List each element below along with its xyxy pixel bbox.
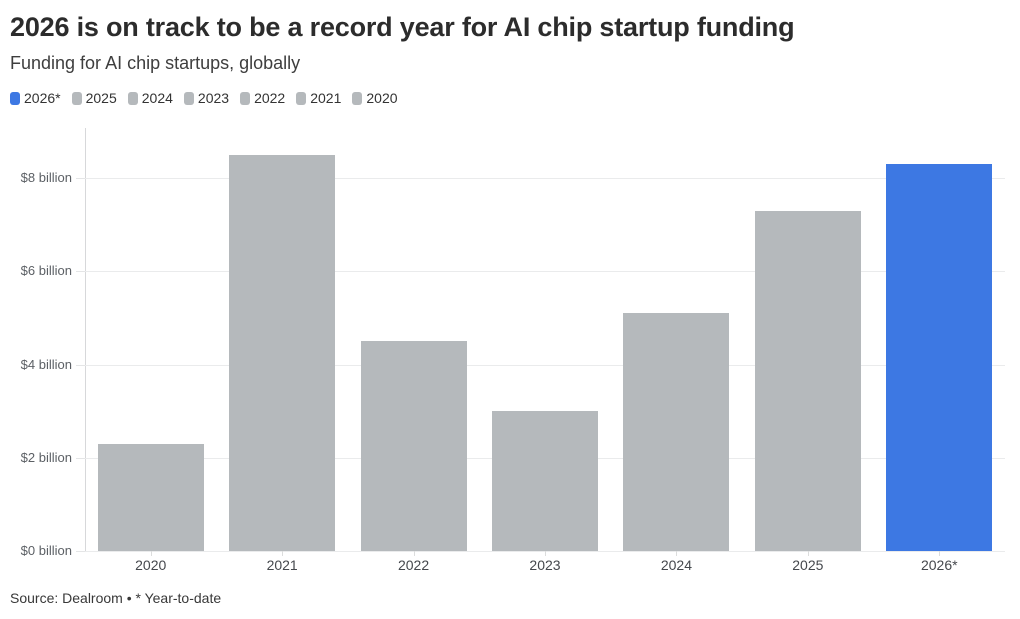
bar-2026 bbox=[886, 164, 993, 551]
legend-item-label: 2025 bbox=[85, 90, 117, 106]
legend-item-2021: 2021 bbox=[296, 90, 341, 106]
y-axis-label: $4 billion bbox=[20, 356, 72, 372]
bar-2022 bbox=[360, 341, 467, 551]
y-axis-label: $0 billion bbox=[20, 543, 72, 558]
x-axis-tick bbox=[545, 551, 546, 556]
legend-item-label: 2022 bbox=[254, 90, 286, 106]
y-axis-label: $2 billion bbox=[20, 449, 72, 465]
y-axis-tick bbox=[76, 551, 85, 552]
legend-item-label: 2026* bbox=[24, 90, 61, 106]
legend-swatch-icon bbox=[127, 91, 138, 105]
legend-swatch-icon bbox=[71, 91, 82, 105]
legend-item-label: 2020 bbox=[366, 90, 398, 106]
legend-swatch-icon bbox=[296, 91, 307, 105]
x-axis-tick bbox=[676, 551, 678, 556]
legend-item-label: 2023 bbox=[197, 90, 230, 106]
legend-item-2026: 2026* bbox=[10, 90, 61, 106]
x-axis-tick bbox=[282, 551, 284, 556]
x-axis-label-2022: 2022 bbox=[397, 557, 430, 573]
chart-subtitle: Funding for AI chip startups, globally bbox=[10, 53, 301, 73]
x-axis-label-2025: 2025 bbox=[792, 557, 824, 573]
x-axis-tick bbox=[413, 551, 415, 556]
legend-item-2025: 2025 bbox=[71, 90, 117, 106]
legend-item-label: 2024 bbox=[141, 90, 173, 106]
x-axis-label-2021: 2021 bbox=[266, 557, 298, 573]
bar-2025 bbox=[754, 210, 861, 551]
x-axis-label-2026: 2026* bbox=[920, 557, 958, 573]
x-axis-label-2024: 2024 bbox=[660, 557, 692, 573]
legend: 2026* 2025 2024 2023 2022 2021 2020 bbox=[10, 90, 409, 106]
legend-item-2022: 2022 bbox=[240, 90, 285, 106]
x-axis-tick bbox=[939, 551, 941, 556]
legend-swatch-icon bbox=[183, 91, 194, 105]
legend-item-2024: 2024 bbox=[127, 90, 173, 106]
x-axis-label-2023: 2023 bbox=[529, 557, 561, 573]
y-axis-tick bbox=[76, 457, 85, 459]
gridline-6b bbox=[85, 271, 1005, 273]
y-axis-line bbox=[85, 128, 86, 551]
bar-2023 bbox=[492, 411, 598, 551]
legend-item-label: 2021 bbox=[310, 90, 342, 106]
x-axis-label-2020: 2020 bbox=[135, 557, 167, 573]
x-axis-tick bbox=[150, 551, 152, 556]
bar-2020 bbox=[97, 443, 204, 551]
chart-title: 2026 is on track to be a record year for… bbox=[10, 12, 795, 42]
gridline-8b bbox=[85, 178, 1005, 180]
bar-2021 bbox=[229, 155, 336, 551]
gridline-4b bbox=[85, 364, 1005, 366]
y-axis-label: $6 billion bbox=[20, 263, 72, 279]
legend-swatch-icon bbox=[10, 91, 20, 105]
bar-2024 bbox=[623, 313, 730, 551]
x-axis-tick bbox=[807, 551, 809, 556]
y-axis-label: $8 billion bbox=[20, 170, 72, 186]
y-axis-tick bbox=[76, 178, 85, 180]
plot-area bbox=[85, 128, 1005, 552]
legend-item-2023: 2023 bbox=[183, 90, 230, 106]
y-axis-tick bbox=[76, 271, 85, 273]
legend-swatch-icon bbox=[240, 91, 251, 105]
legend-item-2020: 2020 bbox=[352, 90, 398, 106]
legend-swatch-icon bbox=[352, 91, 363, 105]
y-axis-tick bbox=[76, 364, 85, 366]
source-note: Source: Dealroom • * Year-to-date bbox=[10, 590, 222, 606]
